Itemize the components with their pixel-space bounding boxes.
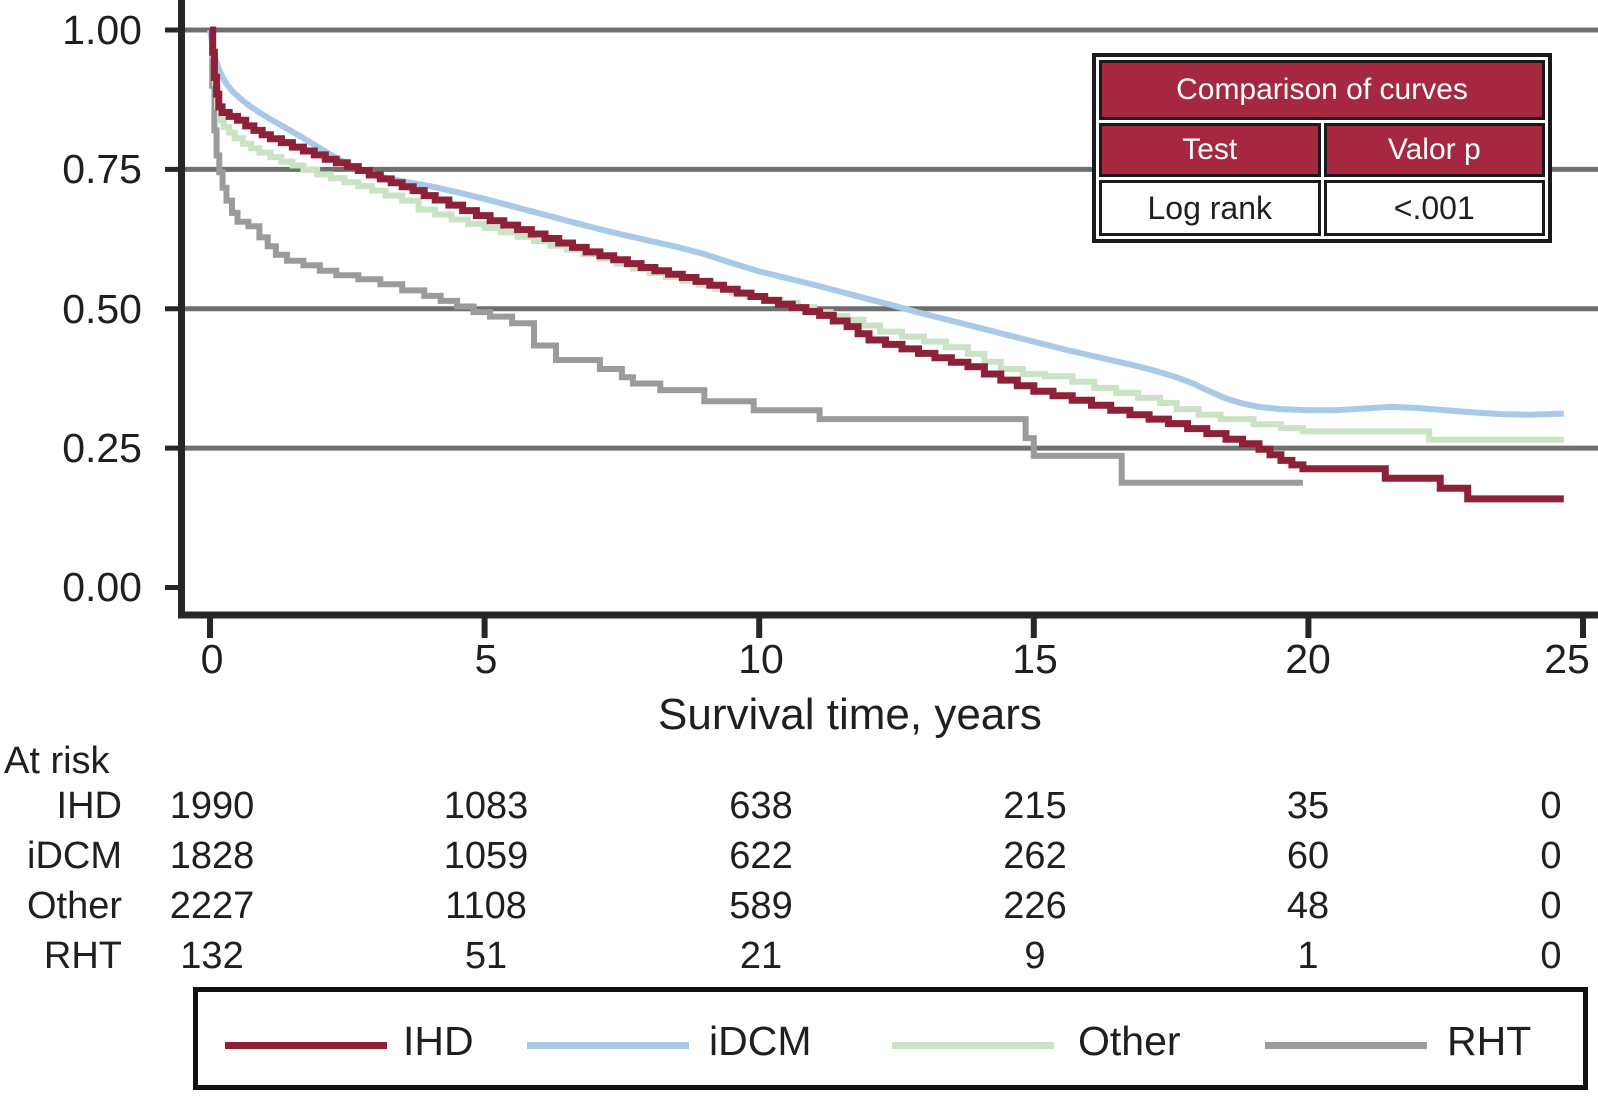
y-tick-label-100: 1.00 bbox=[62, 7, 142, 53]
at-risk-value: 1828 bbox=[169, 835, 255, 877]
x-tick-label-10: 10 bbox=[738, 636, 784, 682]
curve-rht bbox=[209, 27, 1303, 486]
at-risk-value: 48 bbox=[1286, 885, 1330, 927]
legend-line-rht bbox=[1265, 1042, 1427, 1049]
comparison-table-test-name: Log rank bbox=[1099, 180, 1321, 236]
at-risk-value: 622 bbox=[729, 835, 793, 877]
comparison-table-data-row: Log rank <.001 bbox=[1099, 180, 1545, 236]
at-risk-value: 60 bbox=[1286, 835, 1330, 877]
at-risk-value: 0 bbox=[1540, 835, 1562, 877]
comparison-table-header-row: Test Valor p bbox=[1099, 123, 1545, 177]
at-risk-value: 1990 bbox=[169, 785, 255, 827]
at-risk-value: 1 bbox=[1297, 935, 1319, 977]
x-tick-label-5: 5 bbox=[474, 636, 498, 682]
at-risk-value: 21 bbox=[739, 935, 783, 977]
comparison-table-title-row: Comparison of curves bbox=[1099, 60, 1545, 120]
curve-ihd bbox=[209, 26, 1564, 503]
at-risk-value: 215 bbox=[1003, 785, 1067, 827]
at-risk-value: 262 bbox=[1003, 835, 1067, 877]
at-risk-row-other: Other 2227 1108 589 226 48 0 bbox=[0, 881, 1598, 931]
legend-line-ihd bbox=[225, 1042, 387, 1049]
at-risk-row-label: RHT bbox=[43, 935, 122, 977]
at-risk-value: 9 bbox=[1024, 935, 1046, 977]
at-risk-value: 0 bbox=[1540, 785, 1562, 827]
at-risk-value: 1108 bbox=[445, 885, 527, 927]
at-risk-row-label: IHD bbox=[56, 785, 122, 827]
at-risk-value: 132 bbox=[180, 935, 244, 977]
comparison-table: Comparison of curves Test Valor p Log ra… bbox=[1092, 53, 1552, 243]
legend-label-idcm: iDCM bbox=[709, 1018, 812, 1064]
x-tick-label-0: 0 bbox=[200, 636, 224, 682]
at-risk-value: 1083 bbox=[443, 785, 529, 827]
at-risk-title: At risk bbox=[4, 740, 110, 782]
x-tick-label-15: 15 bbox=[1012, 636, 1058, 682]
legend-line-other bbox=[892, 1042, 1054, 1049]
x-tick-label-20: 20 bbox=[1285, 636, 1331, 682]
at-risk-value: 0 bbox=[1540, 885, 1562, 927]
comparison-table-header-pvalue: Valor p bbox=[1323, 123, 1545, 177]
comparison-table-title: Comparison of curves bbox=[1099, 60, 1545, 120]
legend: IHD iDCM Other RHT bbox=[193, 987, 1588, 1090]
survival-plot-canvas bbox=[165, 0, 1598, 638]
at-risk-row-label: Other bbox=[26, 885, 122, 927]
y-tick-label-025: 0.25 bbox=[62, 425, 142, 471]
legend-label-ihd: IHD bbox=[403, 1018, 474, 1064]
at-risk-value: 35 bbox=[1286, 785, 1330, 827]
at-risk-value: 638 bbox=[729, 785, 793, 827]
curve-idcm bbox=[207, 29, 1564, 418]
legend-line-idcm bbox=[527, 1042, 689, 1049]
y-tick-label-000: 0.00 bbox=[62, 564, 142, 610]
x-axis-title: Survival time, years bbox=[658, 690, 1042, 739]
y-tick-label-075: 0.75 bbox=[62, 146, 142, 192]
y-tick-label-050: 0.50 bbox=[62, 286, 142, 332]
at-risk-value: 2227 bbox=[169, 885, 255, 927]
at-risk-row-idcm: iDCM 1828 1059 622 262 60 0 bbox=[0, 831, 1598, 881]
at-risk-value: 0 bbox=[1540, 935, 1562, 977]
comparison-table-pvalue: <.001 bbox=[1323, 180, 1545, 236]
legend-label-rht: RHT bbox=[1447, 1018, 1532, 1064]
legend-label-other: Other bbox=[1078, 1018, 1181, 1064]
at-risk-value: 51 bbox=[464, 935, 508, 977]
x-tick-label-25: 25 bbox=[1544, 636, 1590, 682]
at-risk-row-label: iDCM bbox=[27, 835, 122, 877]
at-risk-value: 1059 bbox=[443, 835, 529, 877]
at-risk-row-rht: RHT 132 51 21 9 1 0 bbox=[0, 931, 1598, 981]
at-risk-row-ihd: IHD 1990 1083 638 215 35 0 bbox=[0, 781, 1598, 831]
at-risk-value: 589 bbox=[729, 885, 793, 927]
comparison-table-header-test: Test bbox=[1099, 123, 1321, 177]
at-risk-value: 226 bbox=[1003, 885, 1067, 927]
